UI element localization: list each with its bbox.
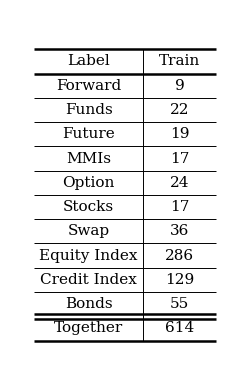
Text: Future: Future [62, 127, 115, 141]
Text: Credit Index: Credit Index [40, 273, 137, 287]
Text: Forward: Forward [56, 79, 121, 93]
Text: Stocks: Stocks [63, 200, 114, 214]
Text: 36: 36 [170, 224, 189, 238]
Text: 24: 24 [170, 176, 189, 190]
Text: Bonds: Bonds [65, 297, 112, 311]
Text: Label: Label [67, 54, 110, 68]
Text: 17: 17 [170, 152, 189, 166]
Text: Funds: Funds [65, 103, 113, 117]
Text: Equity Index: Equity Index [40, 249, 138, 262]
Text: 22: 22 [170, 103, 189, 117]
Text: Together: Together [54, 322, 123, 335]
Text: MMIs: MMIs [66, 152, 111, 166]
Text: Train: Train [159, 54, 200, 68]
Text: 129: 129 [165, 273, 194, 287]
Text: Swap: Swap [68, 224, 110, 238]
Text: 9: 9 [175, 79, 184, 93]
Text: 614: 614 [165, 322, 194, 335]
Text: 55: 55 [170, 297, 189, 311]
Text: 286: 286 [165, 249, 194, 262]
Text: 19: 19 [170, 127, 189, 141]
Text: 17: 17 [170, 200, 189, 214]
Text: Option: Option [62, 176, 115, 190]
